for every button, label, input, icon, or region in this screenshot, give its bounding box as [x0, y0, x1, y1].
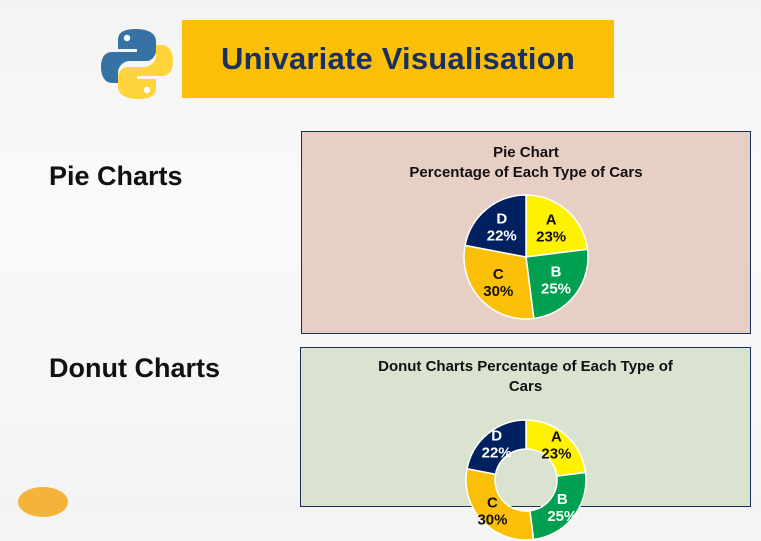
- section-label-donut: Donut Charts: [49, 353, 220, 383]
- donut-label-d-value: 22%: [482, 445, 512, 462]
- page-title: Univariate Visualisation: [221, 41, 575, 76]
- donut-chart: A23% B25% C30% D22%: [465, 419, 587, 541]
- pie-label-b-value: 25%: [541, 280, 571, 297]
- section-label-pie: Pie Charts: [49, 161, 183, 191]
- donut-chart-title-line-2: Cars: [508, 378, 543, 395]
- title-banner: Univariate Visualisation: [182, 20, 614, 98]
- donut-chart-panel: Donut Charts Percentage of Each Type of …: [300, 347, 751, 541]
- corner-decoration: [18, 487, 68, 517]
- donut-chart-title: Donut Charts Percentage of Each Type of …: [301, 357, 750, 397]
- pie-slice-a: [525, 194, 589, 258]
- donut-slice-d: [466, 419, 527, 476]
- pie-chart-title: Pie Chart Percentage of Each Type of Car…: [302, 143, 750, 183]
- donut-chart-title-line-1: Donut Charts Percentage of Each Type of: [378, 358, 673, 375]
- pie-label-c-name: C: [493, 266, 504, 283]
- pie-label-c-value: 30%: [483, 283, 513, 300]
- donut-label-d-name: D: [491, 428, 502, 445]
- pie-label-b-name: B: [551, 263, 562, 280]
- donut-label-c-value: 30%: [477, 511, 507, 528]
- donut-label-b-value: 25%: [547, 508, 577, 525]
- donut-label-b-name: B: [557, 491, 568, 508]
- pie-chart-title-line-2: Percentage of Each Type of Cars: [409, 164, 643, 181]
- pie-chart-panel: Pie Chart Percentage of Each Type of Car…: [301, 131, 751, 334]
- pie-chart-title-line-1: Pie Chart: [493, 144, 559, 161]
- pie-label-d-name: D: [496, 211, 507, 228]
- pie-chart: A23% B25% C30% D22%: [463, 194, 589, 320]
- pie-label-a-name: A: [546, 211, 557, 228]
- pie-slice-b: [525, 248, 589, 320]
- python-logo-icon: [101, 29, 173, 99]
- donut-label-a-name: A: [551, 428, 562, 445]
- donut-label-c-name: C: [487, 494, 498, 511]
- donut-label-a-value: 23%: [541, 445, 571, 462]
- pie-label-a-value: 23%: [536, 228, 566, 245]
- pie-slice-c: [463, 244, 535, 320]
- pie-slice-d: [464, 194, 527, 258]
- pie-label-d-value: 22%: [487, 228, 517, 245]
- donut-slice-c: [465, 467, 535, 541]
